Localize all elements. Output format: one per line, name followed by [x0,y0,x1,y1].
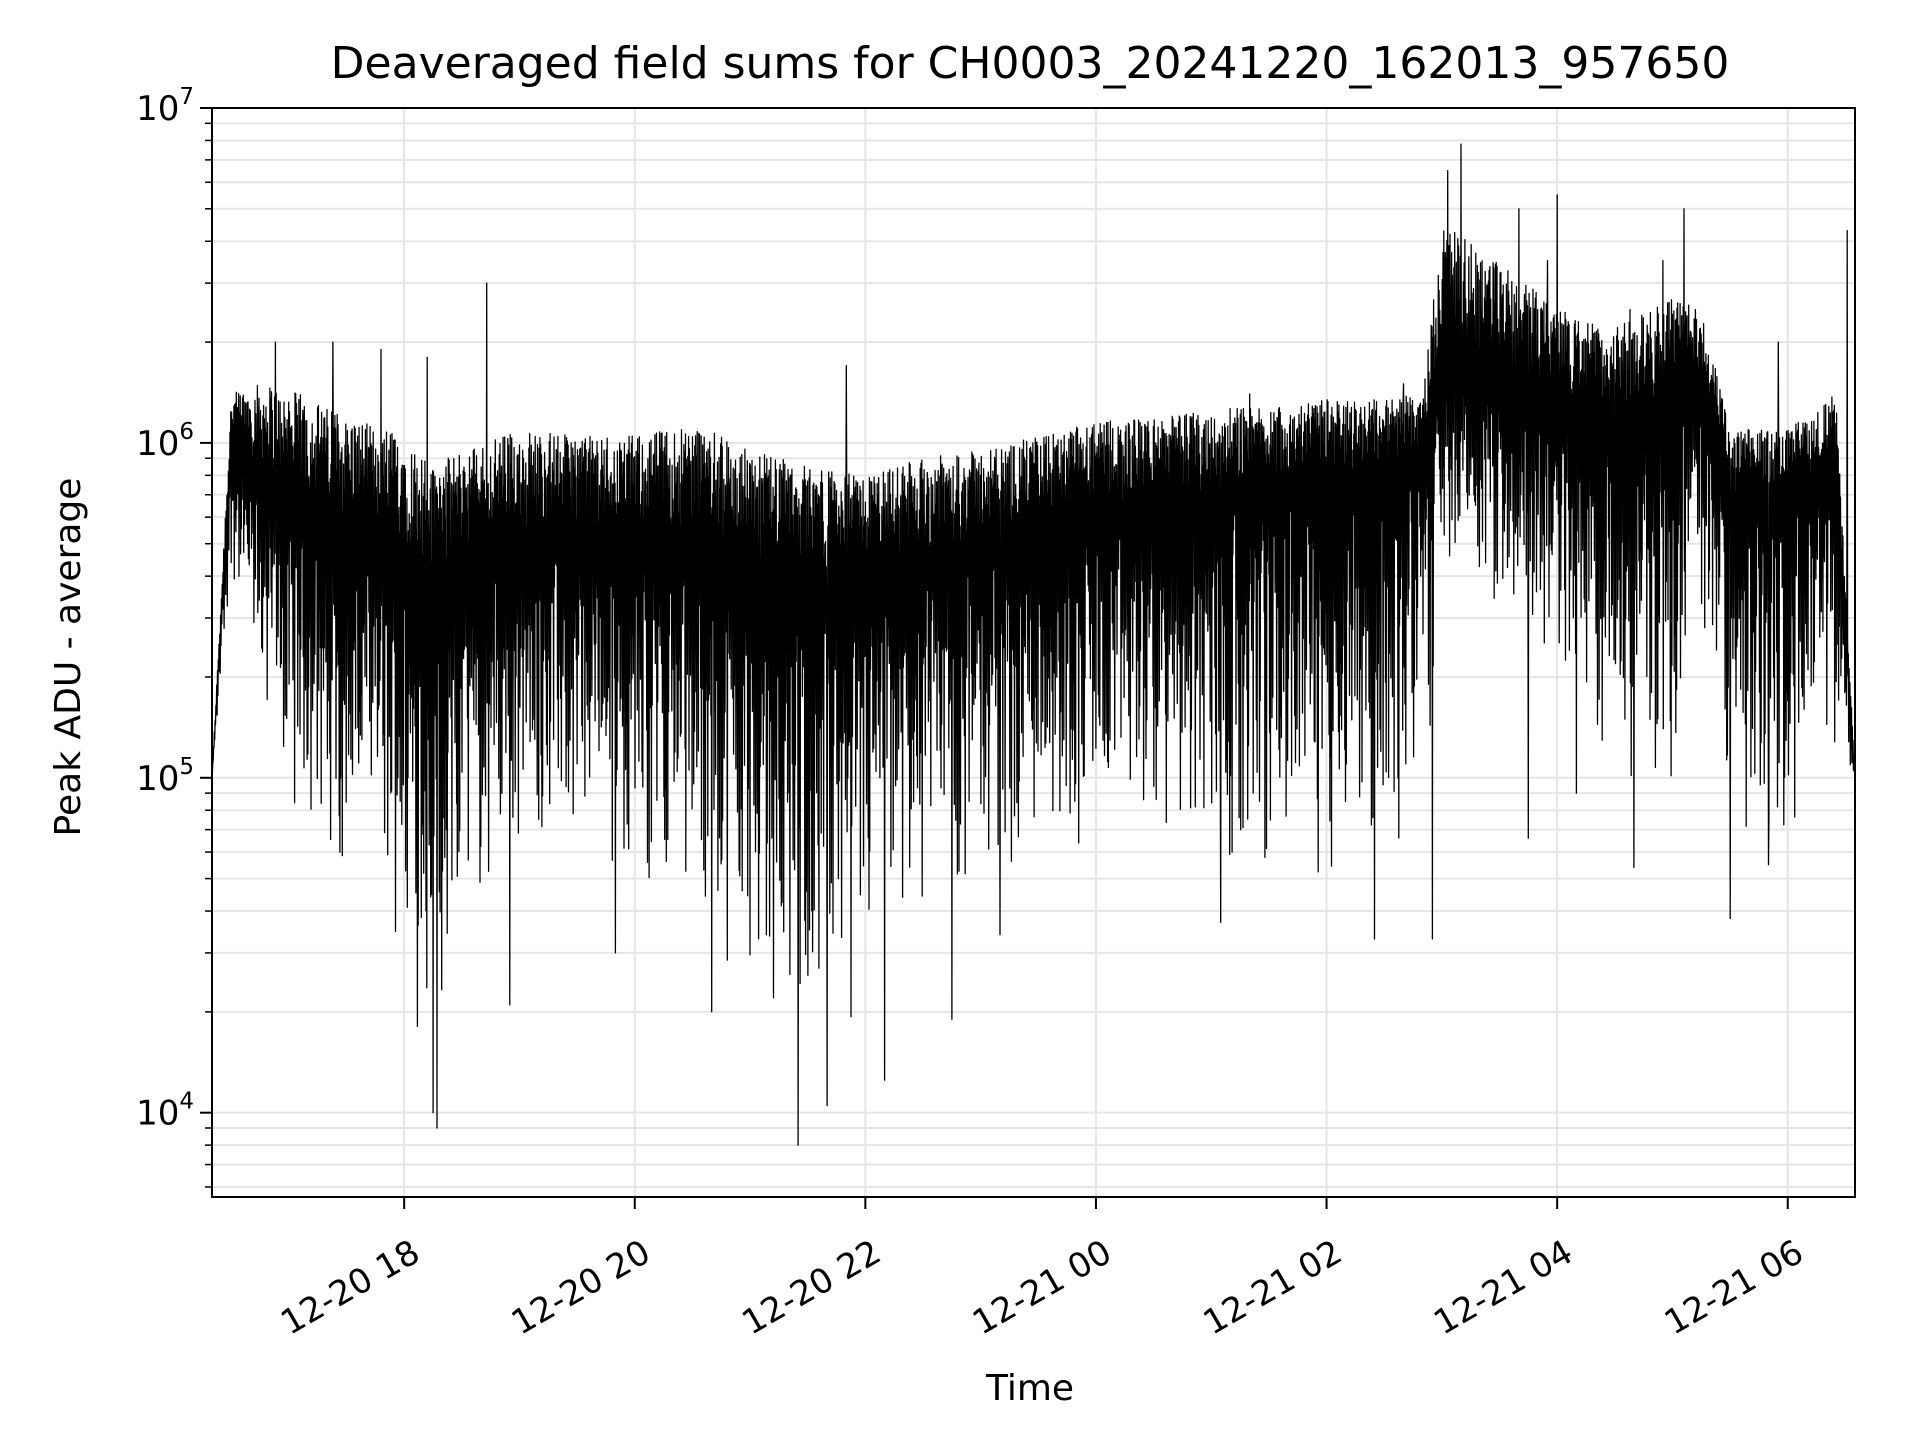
plot-frame [211,107,1856,1198]
series-trace [211,143,1856,1146]
x-axis-label: Time [985,1368,1074,1409]
chart-title: Deaveraged field sums for CH0003_2024122… [331,38,1730,89]
y-tick-label: 107 [136,84,194,129]
series-line [211,143,1856,1146]
y-tick-label: 106 [136,419,194,464]
y-axis-label: Peak ADU - average [48,478,89,837]
y-tick-label: 104 [136,1089,194,1134]
y-tick-label: 105 [136,754,194,799]
